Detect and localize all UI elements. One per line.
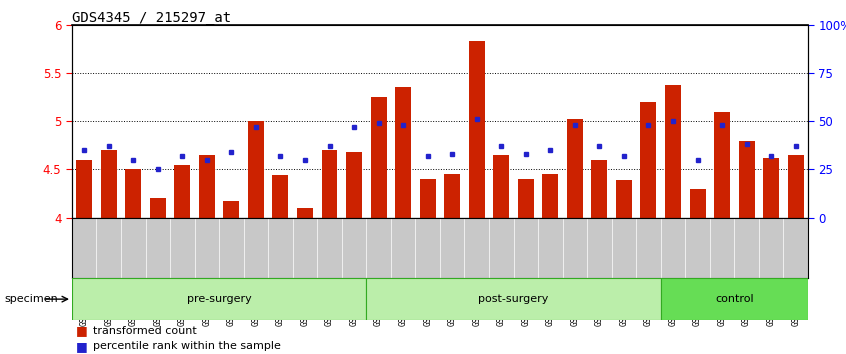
Text: specimen: specimen	[4, 294, 58, 304]
Text: ■: ■	[76, 340, 88, 353]
Text: GDS4345 / 215297_at: GDS4345 / 215297_at	[72, 11, 231, 25]
Bar	[395, 87, 411, 218]
Bar	[640, 102, 656, 218]
Bar	[444, 174, 460, 218]
Bar	[493, 155, 509, 218]
Text: post-surgery: post-surgery	[478, 294, 549, 304]
Text: pre-surgery: pre-surgery	[187, 294, 251, 304]
Bar	[366, 278, 661, 320]
Bar	[788, 155, 804, 218]
Bar	[72, 278, 366, 320]
Bar	[272, 175, 288, 218]
Bar	[763, 158, 779, 218]
Bar	[469, 41, 485, 218]
Bar	[248, 121, 264, 218]
Bar	[174, 165, 190, 218]
Bar	[371, 97, 387, 218]
Bar	[661, 278, 808, 320]
Bar	[714, 112, 730, 218]
Text: percentile rank within the sample: percentile rank within the sample	[93, 341, 281, 351]
Bar	[591, 160, 607, 218]
Bar	[739, 141, 755, 218]
Bar	[101, 150, 117, 218]
Bar	[76, 160, 92, 218]
Bar	[346, 152, 362, 218]
Bar	[297, 208, 313, 218]
Bar	[616, 180, 632, 218]
Text: ■: ■	[76, 325, 88, 337]
Bar	[321, 150, 338, 218]
Bar	[223, 201, 239, 218]
Text: control: control	[715, 294, 754, 304]
Bar	[150, 198, 166, 218]
Text: transformed count: transformed count	[93, 326, 197, 336]
Bar	[542, 174, 558, 218]
Bar	[689, 189, 706, 218]
Bar	[518, 179, 534, 218]
Bar	[665, 85, 681, 218]
Bar	[567, 119, 583, 218]
Bar	[125, 170, 141, 218]
Bar	[199, 155, 215, 218]
Bar	[420, 179, 436, 218]
